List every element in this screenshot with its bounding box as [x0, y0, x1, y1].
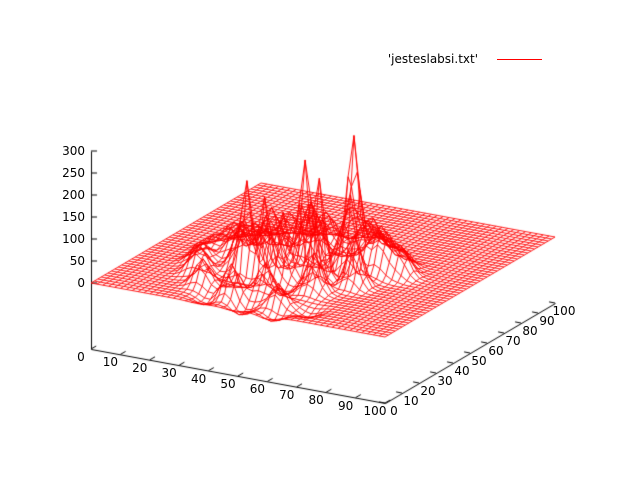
legend-line-sample — [497, 59, 542, 60]
legend-label: 'jesteslabsi.txt' — [387, 52, 478, 66]
legend: 'jesteslabsi.txt' — [318, 52, 542, 67]
